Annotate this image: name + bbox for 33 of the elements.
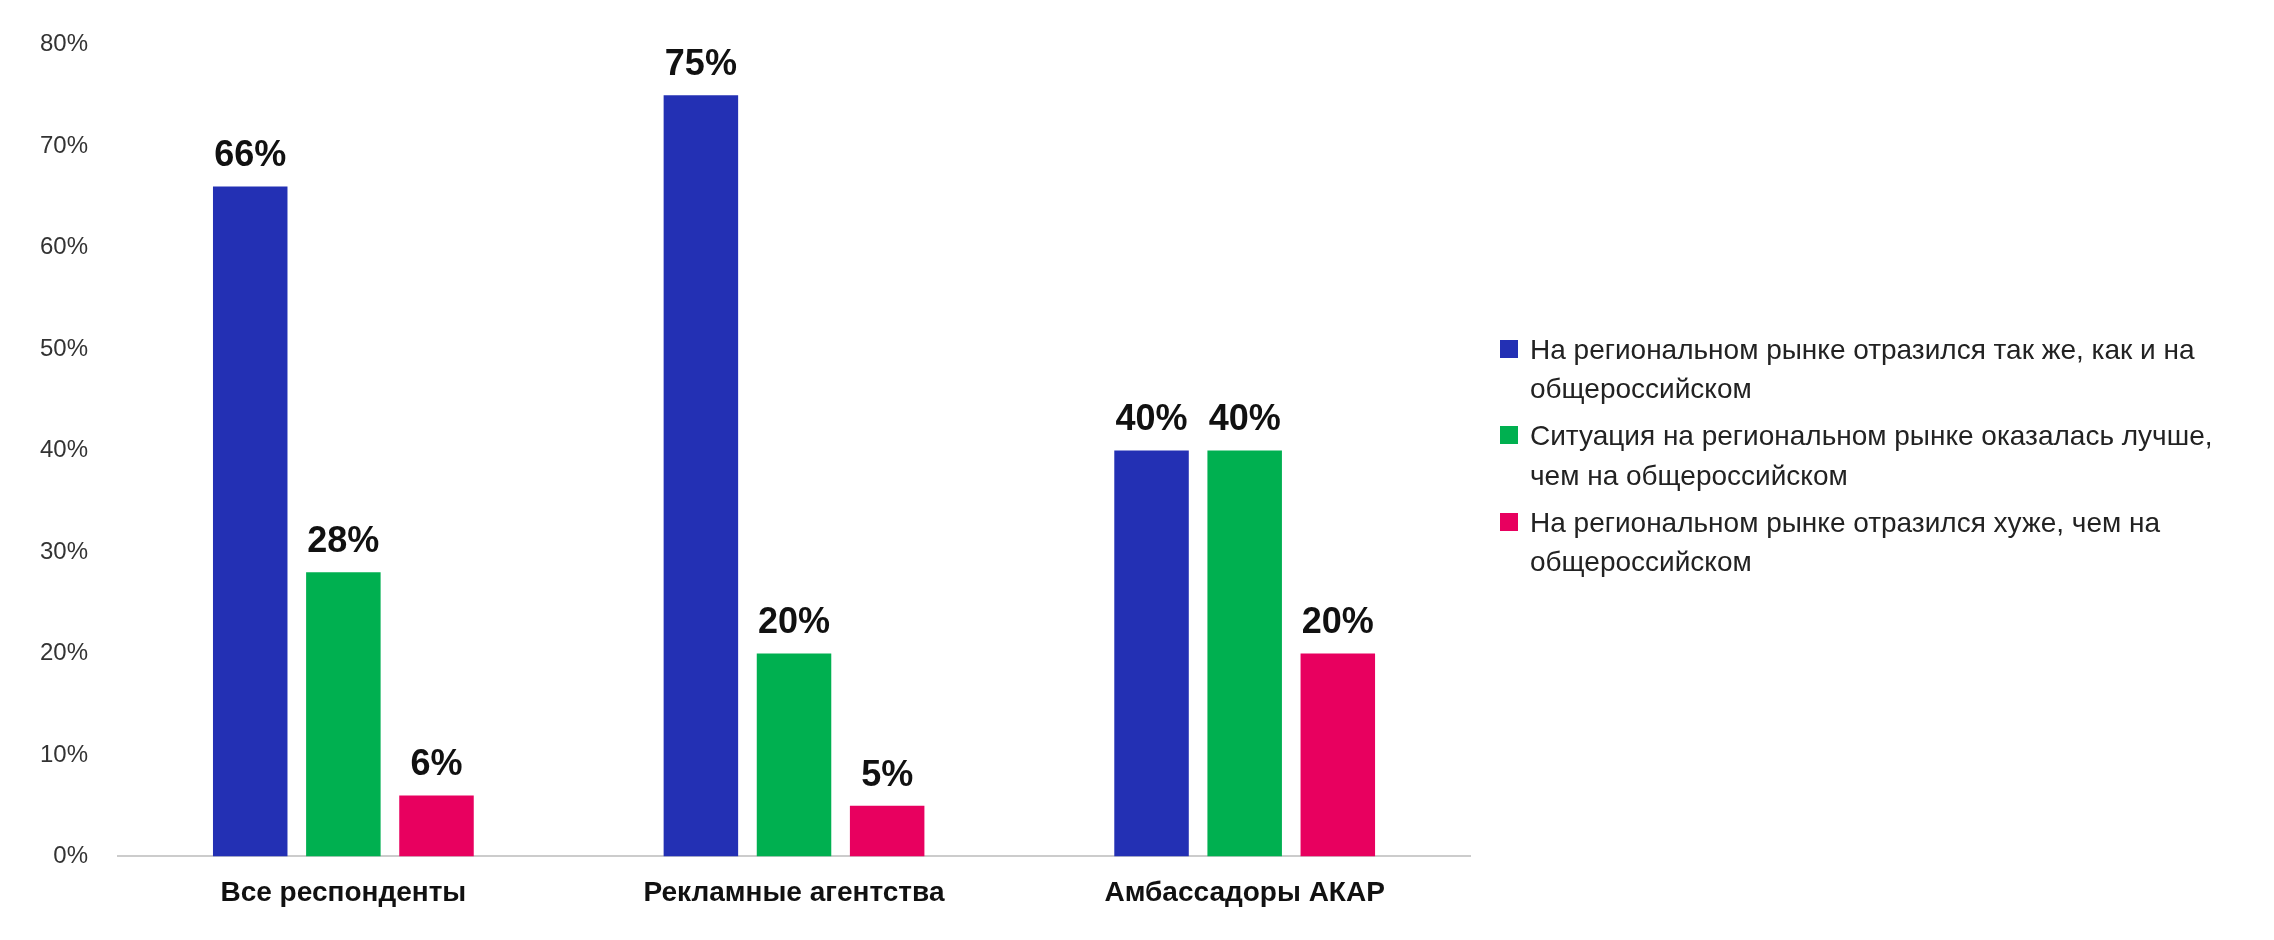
data-label: 20% <box>757 600 831 642</box>
y-tick-label: 50% <box>39 333 89 361</box>
y-tick-label: 40% <box>39 435 89 463</box>
y-tick-label: 70% <box>39 130 89 158</box>
data-label: 6% <box>410 742 463 784</box>
bar <box>1300 653 1376 857</box>
bar <box>1114 450 1189 857</box>
bar <box>212 186 288 857</box>
bar <box>399 795 474 857</box>
data-label: 28% <box>307 519 380 561</box>
data-label: 5% <box>861 752 914 794</box>
y-tick-label: 0% <box>53 841 89 869</box>
data-label: 75% <box>664 42 737 84</box>
legend-label: Ситуация на региональном рынке оказалась лучше, чем на общероссийском <box>1530 419 2214 493</box>
bar <box>756 653 832 857</box>
y-tick-label: 10% <box>39 739 89 767</box>
data-label: 40% <box>1115 397 1188 439</box>
y-tick-label: 30% <box>39 536 89 564</box>
x-tick-label: Амбассадоры АКАР <box>1104 875 1385 907</box>
legend-label: На региональном рынке отразился хуже, чем на общероссийском <box>1530 505 2161 579</box>
y-tick-label: 60% <box>39 232 89 260</box>
bar <box>663 95 739 857</box>
data-label: 40% <box>1208 397 1281 439</box>
legend-label: На региональном рынке отразился так же, как и на общероссийском <box>1530 333 2196 407</box>
y-tick-label: 80% <box>39 29 89 57</box>
data-label: 66% <box>214 133 287 175</box>
x-tick-label: Рекламные агентства <box>643 875 945 907</box>
bar <box>849 805 925 857</box>
bar <box>1207 450 1282 857</box>
x-tick-label: Все респонденты <box>220 875 467 907</box>
data-label: 20% <box>1301 600 1374 642</box>
bar <box>306 572 381 857</box>
y-tick-label: 20% <box>39 638 89 666</box>
